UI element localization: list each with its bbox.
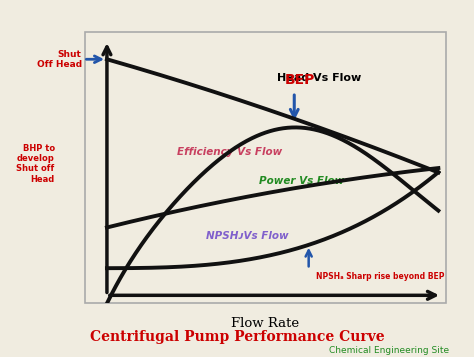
Text: NPSHᴊVs Flow: NPSHᴊVs Flow bbox=[206, 231, 289, 241]
Text: Flow Rate: Flow Rate bbox=[231, 317, 300, 330]
Text: Efficiency Vs Flow: Efficiency Vs Flow bbox=[177, 146, 282, 156]
Text: Head Vs Flow: Head Vs Flow bbox=[277, 73, 362, 83]
Text: Chemical Engineering Site: Chemical Engineering Site bbox=[328, 346, 449, 355]
Text: BHP to
develop
Shut off
Head: BHP to develop Shut off Head bbox=[17, 144, 55, 184]
Text: Centrifugal Pump Performance Curve: Centrifugal Pump Performance Curve bbox=[90, 330, 384, 345]
Text: Power Vs Flow: Power Vs Flow bbox=[259, 176, 344, 186]
Text: Shut
Off Head: Shut Off Head bbox=[36, 50, 82, 69]
Text: BEP: BEP bbox=[284, 73, 315, 87]
Text: NPSHₐ Sharp rise beyond BEP: NPSHₐ Sharp rise beyond BEP bbox=[316, 272, 444, 281]
